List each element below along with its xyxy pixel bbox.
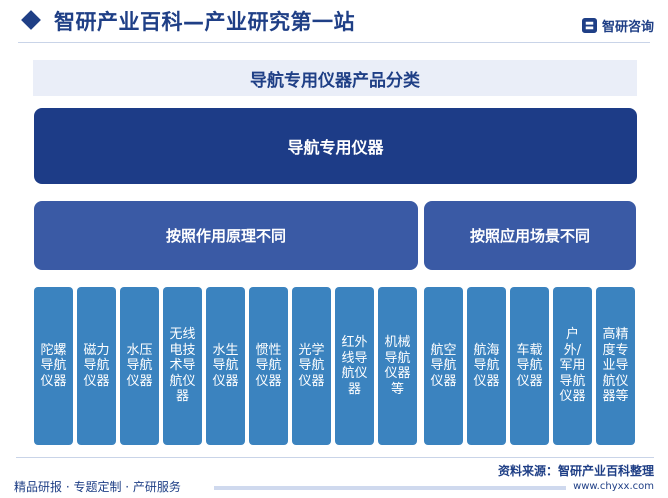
header-title: 智研产业百科—产业研究第一站	[54, 10, 355, 34]
leaf-node-principle: 水压导航仪器	[120, 287, 159, 445]
source-note: 资料来源：智研产业百科整理	[497, 464, 654, 478]
leaf-label: 无线电技术导航仪器	[169, 327, 196, 405]
leaf-label: 磁力导航仪器	[83, 342, 110, 389]
root-node-label: 导航专用仪器	[287, 138, 384, 157]
brand: 智研咨询	[581, 16, 654, 35]
leaf-node-principle: 机械导航仪器等	[378, 287, 417, 445]
leaf-label: 航空导航仪器	[430, 342, 457, 389]
leaf-label: 惯性导航仪器	[255, 342, 282, 389]
leaf-node-principle: 无线电技术导航仪器	[163, 287, 202, 445]
leaf-label: 户外/军用导航仪器	[559, 327, 586, 405]
leaf-node-scenario: 航空导航仪器	[424, 287, 463, 445]
category-node-principle: 按照作用原理不同	[34, 201, 418, 270]
leaf-node-scenario: 车载导航仪器	[510, 287, 549, 445]
leaf-label: 陀螺导航仪器	[40, 342, 67, 389]
category-label-scenario: 按照应用场景不同	[469, 227, 590, 245]
footer-divider	[16, 457, 654, 458]
leaf-label: 光学导航仪器	[298, 342, 325, 389]
footer-bar	[214, 486, 566, 490]
diamond-icon	[21, 10, 41, 30]
category-node-scenario: 按照应用场景不同	[424, 201, 636, 270]
root-node: 导航专用仪器	[34, 108, 637, 184]
leaf-node-scenario: 户外/军用导航仪器	[553, 287, 592, 445]
header-divider	[18, 42, 650, 43]
leaf-node-principle: 红外线导航仪器	[335, 287, 374, 445]
leaf-label: 车载导航仪器	[516, 342, 543, 389]
footer-url[interactable]: www.chyxx.com	[573, 481, 654, 492]
leaf-node-scenario: 高精度专业导航仪器等	[596, 287, 635, 445]
diagram-subtitle: 导航专用仪器产品分类	[250, 70, 420, 91]
leaf-node-principle: 磁力导航仪器	[77, 287, 116, 445]
leaf-node-principle: 光学导航仪器	[292, 287, 331, 445]
subtitle-band: 导航专用仪器产品分类	[33, 60, 637, 96]
category-label-principle: 按照作用原理不同	[165, 227, 286, 245]
leaf-node-principle: 水生导航仪器	[206, 287, 245, 445]
header: 智研产业百科—产业研究第一站 智研咨询	[0, 0, 668, 44]
leaf-node-scenario: 航海导航仪器	[467, 287, 506, 445]
leaf-label: 航海导航仪器	[473, 342, 500, 389]
footer-tagline: 精品研报 · 专题定制 · 产研服务	[14, 480, 181, 494]
leaf-node-principle: 陀螺导航仪器	[34, 287, 73, 445]
leaf-label: 水压导航仪器	[126, 342, 153, 389]
brand-logo-icon	[581, 18, 597, 33]
leaf-label: 红外线导航仪器	[341, 335, 368, 397]
leaf-node-principle: 惯性导航仪器	[249, 287, 288, 445]
leaf-label: 高精度专业导航仪器等	[602, 327, 629, 405]
brand-name: 智研咨询	[601, 20, 654, 35]
leaf-label: 机械导航仪器等	[384, 335, 411, 397]
leaf-label: 水生导航仪器	[212, 342, 239, 389]
